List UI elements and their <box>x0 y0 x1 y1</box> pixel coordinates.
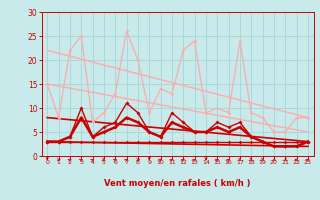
X-axis label: Vent moyen/en rafales ( km/h ): Vent moyen/en rafales ( km/h ) <box>104 179 251 188</box>
